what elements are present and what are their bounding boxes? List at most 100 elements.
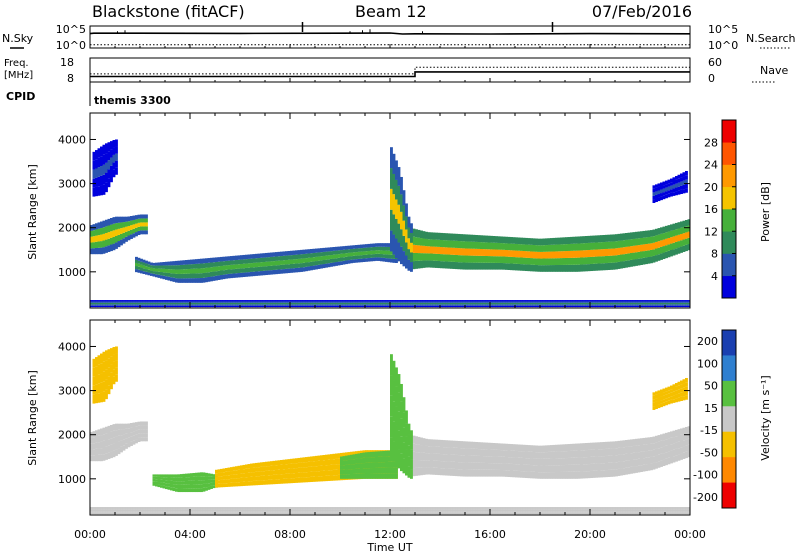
data-cell xyxy=(105,446,108,454)
data-cell xyxy=(487,511,491,513)
data-cell xyxy=(467,508,471,510)
data-cell xyxy=(592,242,596,250)
data-cell xyxy=(510,450,513,458)
data-cell xyxy=(487,249,491,257)
data-cell xyxy=(670,243,673,250)
data-cell xyxy=(467,304,471,306)
data-cell xyxy=(562,251,566,259)
data-cell xyxy=(265,512,268,515)
data-cell xyxy=(517,305,521,308)
data-cell xyxy=(602,234,606,243)
data-cell xyxy=(640,458,643,466)
data-cell xyxy=(547,445,551,452)
data-cell xyxy=(345,452,348,458)
data-cell xyxy=(432,260,436,268)
data-cell xyxy=(522,257,526,265)
data-cell xyxy=(297,263,301,268)
data-cell xyxy=(217,472,221,477)
data-cell xyxy=(405,302,408,305)
data-cell xyxy=(560,237,563,245)
data-cell xyxy=(300,507,303,509)
data-cell xyxy=(510,305,513,308)
data-cell xyxy=(180,304,183,306)
data-cell xyxy=(182,273,186,279)
data-cell xyxy=(610,455,613,463)
data-cell xyxy=(257,467,261,472)
data-cell xyxy=(387,246,391,251)
data-cell xyxy=(297,512,301,515)
data-cell xyxy=(382,507,386,509)
data-cell xyxy=(387,300,391,302)
data-cell xyxy=(112,223,116,231)
data-cell xyxy=(265,470,268,476)
data-cell xyxy=(97,148,101,158)
data-cell xyxy=(432,253,436,261)
data-cell xyxy=(305,301,308,303)
data-cell xyxy=(397,223,401,243)
data-cell xyxy=(385,511,388,513)
data-cell xyxy=(680,384,683,389)
data-cell xyxy=(540,300,543,302)
data-cell xyxy=(257,301,261,303)
data-cell xyxy=(152,508,156,510)
data-cell xyxy=(390,254,393,259)
data-cell xyxy=(217,507,221,509)
data-cell xyxy=(207,304,211,306)
data-cell xyxy=(260,508,263,510)
data-cell xyxy=(310,304,313,306)
data-cell xyxy=(412,468,416,477)
data-cell xyxy=(257,304,261,306)
data-cell xyxy=(395,259,398,263)
data-cell xyxy=(370,302,373,305)
data-cell xyxy=(470,304,473,306)
data-cell xyxy=(330,459,333,465)
data-cell xyxy=(485,507,488,509)
data-cell xyxy=(662,453,666,460)
data-cell xyxy=(115,430,118,437)
data-cell xyxy=(485,463,488,470)
data-cell xyxy=(442,247,446,255)
data-cell xyxy=(402,301,406,303)
data-cell xyxy=(505,456,508,464)
data-cell xyxy=(545,445,548,453)
data-cell xyxy=(102,164,106,175)
data-cell xyxy=(325,304,328,306)
data-cell xyxy=(570,304,573,306)
data-cell xyxy=(207,509,211,512)
data-cell xyxy=(450,247,453,255)
data-cell xyxy=(210,304,213,306)
data-cell xyxy=(247,512,251,515)
data-cell xyxy=(240,508,243,510)
data-cell xyxy=(665,394,668,399)
freq-tick-8: 8 xyxy=(67,72,74,85)
data-cell xyxy=(382,254,386,258)
data-cell xyxy=(655,302,658,305)
data-cell xyxy=(357,304,361,306)
data-cell xyxy=(552,300,556,302)
data-cell xyxy=(222,300,226,302)
data-cell xyxy=(382,301,386,303)
data-cell xyxy=(242,259,246,264)
data-cell xyxy=(435,507,438,509)
data-cell xyxy=(310,511,313,513)
data-cell xyxy=(282,459,286,465)
data-cell xyxy=(312,257,316,262)
data-cell xyxy=(570,264,573,272)
data-cell xyxy=(517,301,521,303)
data-cell xyxy=(427,509,431,512)
data-cell xyxy=(232,305,236,308)
data-cell xyxy=(92,507,96,509)
data-cell xyxy=(470,248,473,256)
data-cell xyxy=(375,301,378,303)
data-cell xyxy=(247,481,251,486)
data-cell xyxy=(450,440,453,448)
data-cell xyxy=(480,462,483,470)
data-cell xyxy=(652,456,656,463)
data-cell xyxy=(542,265,546,272)
data-cell xyxy=(597,304,601,306)
data-cell xyxy=(395,367,398,387)
data-cell xyxy=(535,300,538,302)
data-cell xyxy=(237,268,241,274)
data-cell xyxy=(510,304,513,306)
data-cell xyxy=(652,449,656,457)
